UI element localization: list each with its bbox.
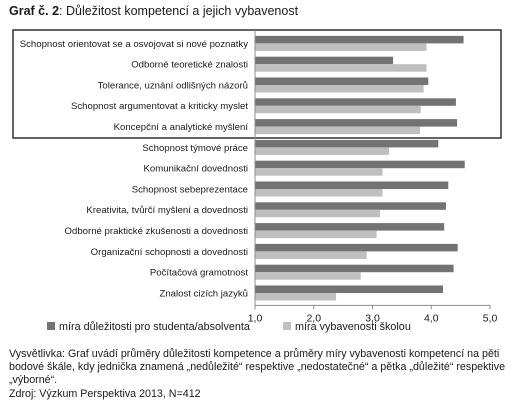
- x-tick-label-4: 5,0: [483, 312, 498, 324]
- x-tick-label-2: 3,0: [365, 312, 380, 324]
- x-tick-label-0: 1,0: [248, 312, 263, 324]
- explanation-note: Vysvětlivka: Graf uvádí průměry důležito…: [9, 348, 506, 386]
- bar-importance-1: [255, 56, 394, 65]
- bar-importance-10: [255, 243, 458, 252]
- bar-importance-3: [255, 98, 456, 106]
- bar-equipment-7: [255, 189, 383, 197]
- legend-label-0: míra důležitosti pro studenta/absolventa: [59, 321, 250, 333]
- bar-importance-2: [255, 77, 429, 85]
- highlight-frame: [12, 29, 502, 139]
- category-label-7: Schopnost sebeprezentace: [132, 184, 248, 195]
- category-label-11: Počítačová gramotnost: [150, 268, 248, 279]
- bar-importance-0: [255, 35, 464, 44]
- category-label-1: Odborné teoretické znalosti: [131, 60, 248, 71]
- bar-importance-7: [255, 181, 449, 189]
- category-label-2: Tolerance, uznání odlišných názorů: [98, 80, 248, 91]
- category-label-8: Kreativita, tvůrčí myšlení a dovednosti: [86, 205, 248, 216]
- legend-swatch-0: [47, 322, 55, 330]
- category-label-4: Koncepční a analytické myšlení: [114, 122, 249, 133]
- bar-importance-5: [255, 139, 439, 148]
- chart-title-text: Důležitost kompetencí a jejich vybavenos…: [65, 4, 299, 18]
- category-label-9: Odborné praktické zkušenosti a dovednost…: [65, 226, 248, 237]
- legend-swatch-1: [283, 322, 291, 330]
- category-label-3: Schopnost argumentovat a kriticky myslet: [71, 101, 248, 112]
- x-tick-label-3: 4,0: [424, 312, 439, 324]
- bar-importance-9: [255, 223, 445, 231]
- bar-importance-8: [255, 202, 446, 210]
- bar-importance-4: [255, 119, 458, 127]
- bar-importance-12: [255, 285, 443, 293]
- bar-equipment-11: [255, 272, 361, 280]
- bar-equipment-3: [255, 105, 421, 114]
- bar-importance-6: [255, 160, 465, 169]
- bar-equipment-0: [255, 43, 427, 51]
- chart-title: Graf č. 2: Důležitost kompetencí a jejic…: [9, 4, 299, 18]
- bar-equipment-2: [255, 85, 424, 93]
- bar-equipment-1: [255, 64, 427, 72]
- legend-label-1: míra vybavenosti školou: [295, 321, 411, 333]
- bar-equipment-12: [255, 293, 337, 301]
- bar-equipment-6: [255, 168, 383, 176]
- category-label-10: Organizační schopnosti a dovednosti: [91, 247, 248, 258]
- bar-equipment-10: [255, 251, 367, 259]
- bar-equipment-5: [255, 147, 389, 155]
- bar-importance-11: [255, 264, 454, 273]
- chart-number: Graf č. 2: [9, 4, 60, 18]
- category-label-6: Komunikační dovednosti: [143, 164, 248, 175]
- category-label-0: Schopnost orientovat se a osvojovat si n…: [20, 39, 248, 50]
- bar-equipment-4: [255, 126, 421, 135]
- category-label-12: Znalost cizích jazyků: [159, 288, 248, 299]
- source-note: Zdroj: Výzkum Perspektiva 2013, N=412: [9, 388, 201, 400]
- bar-chart: Schopnost orientovat se a osvojovat si n…: [12, 29, 502, 333]
- bar-equipment-8: [255, 209, 381, 218]
- x-tick-label-1: 2,0: [306, 312, 321, 324]
- category-label-5: Schopnost týmové práce: [142, 143, 248, 154]
- bar-equipment-9: [255, 230, 377, 239]
